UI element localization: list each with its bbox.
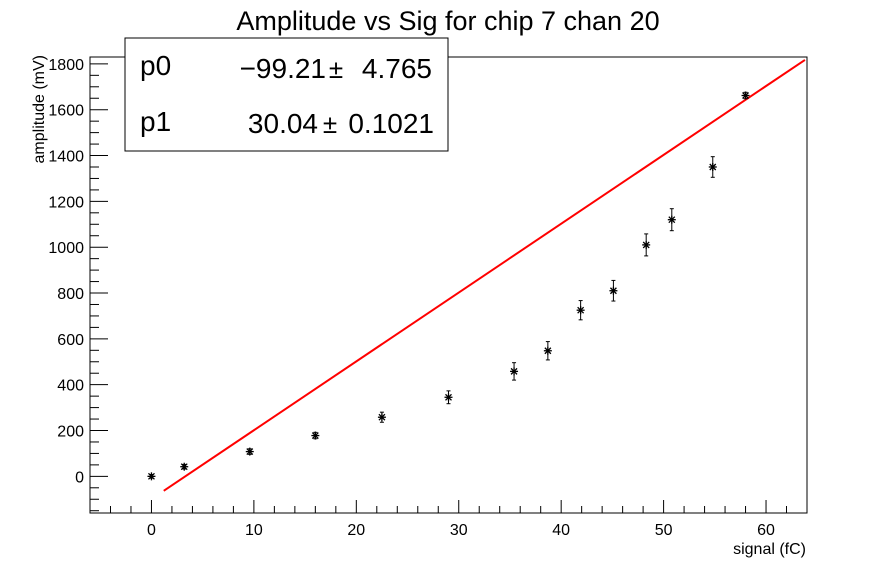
star-marker-stroke bbox=[642, 241, 650, 249]
y-tick-label: 1000 bbox=[48, 240, 84, 257]
star-marker-stroke bbox=[742, 92, 750, 99]
x-tick-label: 40 bbox=[552, 522, 570, 539]
data-point bbox=[708, 156, 717, 178]
x-tick-label: 50 bbox=[655, 522, 673, 539]
y-tick-label: 0 bbox=[75, 469, 84, 486]
data-point bbox=[576, 300, 585, 321]
chart-title: Amplitude vs Sig for chip 7 chan 20 bbox=[236, 6, 659, 36]
stats-p1-error: 0.1021 bbox=[348, 108, 434, 139]
star-marker-stroke bbox=[544, 347, 552, 355]
data-point bbox=[510, 362, 519, 381]
star-marker-stroke bbox=[609, 287, 617, 295]
stats-p1-value: 30.04 bbox=[248, 108, 318, 139]
star-marker-stroke bbox=[311, 432, 319, 440]
star-marker-stroke bbox=[709, 163, 717, 171]
star-marker-stroke bbox=[147, 472, 155, 480]
star-marker-stroke bbox=[577, 306, 585, 314]
x-tick-label: 60 bbox=[757, 522, 775, 539]
y-axis-label: amplitude (mV) bbox=[31, 55, 48, 163]
star-marker-stroke bbox=[180, 463, 188, 471]
stats-p1-pm: ± bbox=[323, 109, 337, 139]
x-axis-label: signal (fC) bbox=[733, 541, 806, 558]
data-point bbox=[311, 431, 320, 440]
x-tick-label: 10 bbox=[245, 522, 263, 539]
data-point bbox=[543, 341, 552, 361]
y-tick-label: 800 bbox=[57, 286, 84, 303]
fit-stats-box: p0 −99.21 ± 4.765 p1 30.04 ± 0.1021 bbox=[124, 37, 449, 152]
data-point bbox=[667, 208, 676, 232]
data-point bbox=[444, 390, 453, 405]
data-point bbox=[245, 447, 254, 456]
star-marker-stroke bbox=[510, 367, 518, 375]
y-tick-label: 1200 bbox=[48, 194, 84, 211]
stats-p1-name: p1 bbox=[140, 106, 171, 137]
stats-p0-value: −99.21 bbox=[240, 53, 326, 84]
star-marker-stroke bbox=[378, 413, 386, 421]
star-marker-stroke bbox=[246, 448, 254, 456]
star-marker-stroke bbox=[445, 393, 452, 401]
data-point bbox=[377, 411, 386, 423]
data-point bbox=[180, 462, 189, 471]
x-tick-label: 20 bbox=[347, 522, 365, 539]
data-point bbox=[741, 91, 750, 100]
y-tick-label: 1600 bbox=[48, 103, 84, 120]
stats-box-frame bbox=[124, 37, 449, 152]
stats-p0-pm: ± bbox=[329, 54, 343, 84]
axes: 0 10 20 30 40 50 60020040060080010001200140016… bbox=[48, 56, 808, 539]
data-layer bbox=[147, 59, 806, 492]
data-point bbox=[609, 279, 618, 302]
stats-p0-error: 4.765 bbox=[362, 53, 432, 84]
stats-p0-name: p0 bbox=[140, 50, 171, 81]
x-tick-label: 0 bbox=[147, 522, 156, 539]
y-tick-label: 200 bbox=[57, 424, 84, 441]
data-point bbox=[147, 472, 156, 481]
y-tick-label: 600 bbox=[57, 332, 84, 349]
x-tick-label: 30 bbox=[450, 522, 468, 539]
y-tick-label: 1400 bbox=[48, 149, 84, 166]
fit-line bbox=[163, 59, 806, 492]
y-tick-label: 1800 bbox=[48, 57, 84, 74]
y-tick-label: 400 bbox=[57, 378, 84, 395]
star-marker-stroke bbox=[668, 216, 676, 224]
data-point bbox=[642, 233, 651, 257]
